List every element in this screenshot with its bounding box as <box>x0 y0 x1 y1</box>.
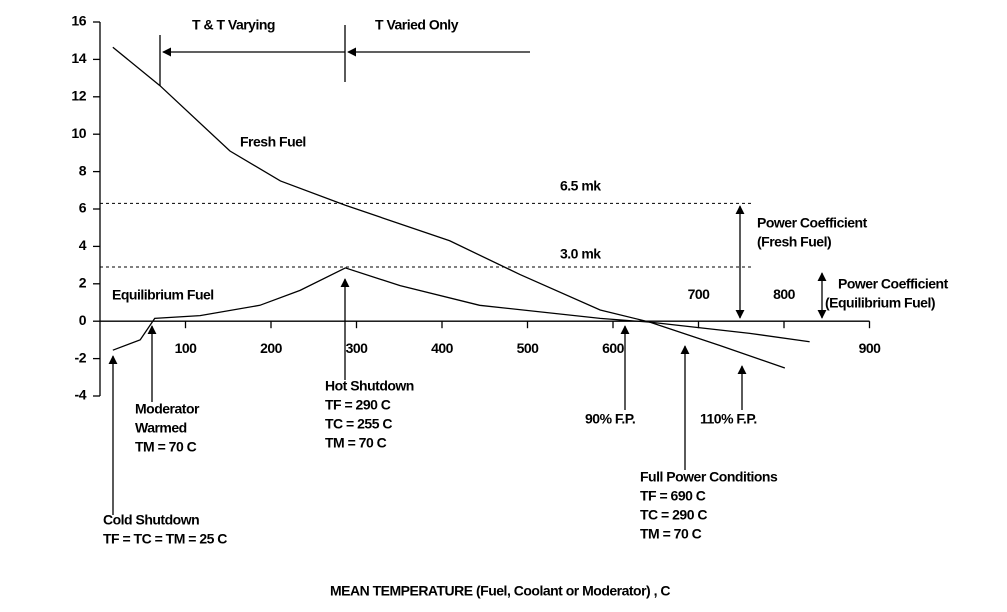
x-tick-label: 200 <box>260 340 283 356</box>
x-tick-label: 400 <box>431 340 454 356</box>
annotation: 90% F.P. <box>585 411 635 427</box>
annotation: TM = 70 C <box>135 439 197 455</box>
annotation: TF = 690 C <box>640 488 706 504</box>
x-axis-label: MEAN TEMPERATURE (Fuel, Coolant or Moder… <box>330 583 670 599</box>
y-tick-label: -2 <box>75 349 87 365</box>
annotation: (Fresh Fuel) <box>757 234 831 250</box>
annotation: TF = TC = TM = 25 C <box>103 531 227 547</box>
annotation: T Varied Only <box>375 17 459 33</box>
x-tick-label: 300 <box>346 340 369 356</box>
series-label: Fresh Fuel <box>240 134 306 150</box>
annotation: TF = 290 C <box>325 397 391 413</box>
x-tick-label: 600 <box>602 340 625 356</box>
x-tick-label: 900 <box>859 340 882 356</box>
series-label: Equilibrium Fuel <box>112 287 214 303</box>
x-tick-label: 800 <box>773 286 796 302</box>
y-tick-label: 4 <box>79 237 87 253</box>
annotation: Cold Shutdown <box>103 512 199 528</box>
annotation: TC = 290 C <box>640 507 707 523</box>
annotation: Power Coefficient <box>838 276 949 292</box>
line-series <box>112 46 786 369</box>
y-tick-label: 6 <box>79 200 87 216</box>
annotation: TC = 255 C <box>325 416 392 432</box>
y-tick-label: 16 <box>71 13 86 29</box>
annotation: TM = 70 C <box>325 435 387 451</box>
annotation: Hot Shutdown <box>325 378 414 394</box>
y-tick-label: 14 <box>71 50 86 66</box>
annotation: (Equilibrium Fuel) <box>825 295 935 311</box>
y-tick-label: 0 <box>79 312 87 328</box>
annotation: TM = 70 C <box>640 526 702 542</box>
annotation: 110% F.P. <box>700 411 757 427</box>
x-tick-label: 500 <box>517 340 540 356</box>
y-tick-label: -4 <box>75 387 87 403</box>
line-series <box>112 267 810 351</box>
annotation: Full Power Conditions <box>640 469 778 485</box>
y-tick-label: 2 <box>79 275 87 291</box>
arrows <box>108 25 827 515</box>
annotation: Warmed <box>135 420 187 436</box>
x-tick-label: 100 <box>175 340 198 356</box>
y-tick-label: 10 <box>71 125 86 141</box>
annotation: 3.0 mk <box>560 246 601 262</box>
annotation: 6.5 mk <box>560 178 601 194</box>
y-tick-label: 8 <box>79 162 87 178</box>
annotation: T & T Varying <box>192 17 275 33</box>
y-tick-label: 12 <box>71 88 86 104</box>
annotation: Moderator <box>135 401 200 417</box>
annotation: Power Coefficient <box>757 215 868 231</box>
x-tick-label: 700 <box>688 286 711 302</box>
